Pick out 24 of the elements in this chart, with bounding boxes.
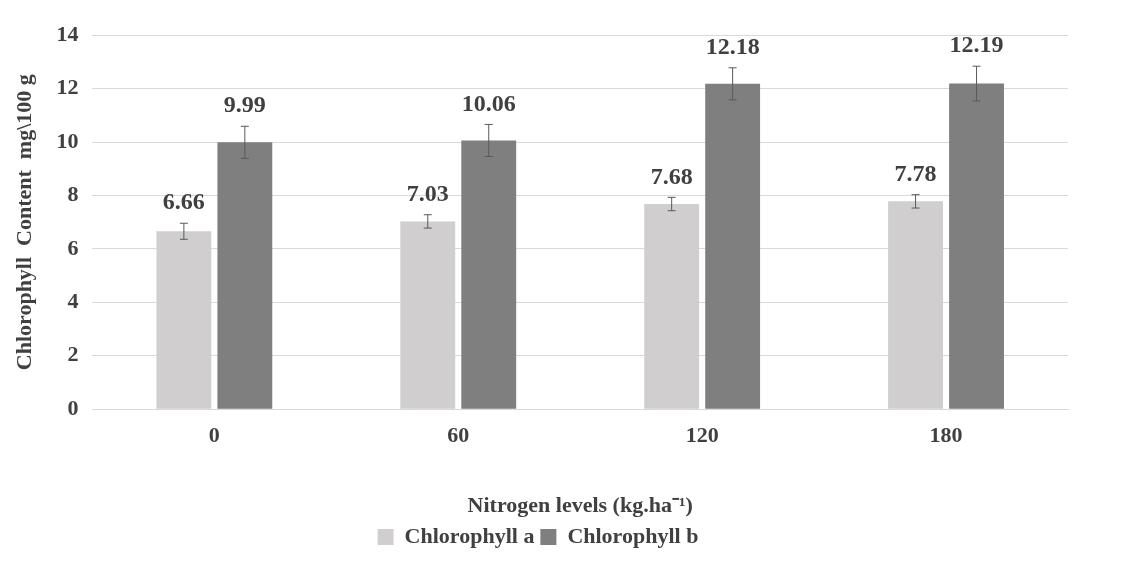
x-tick-label: 180 — [929, 422, 963, 448]
x-axis-title: Nitrogen levels (kg.ha⁻¹) — [467, 492, 693, 518]
data-label: 10.06 — [461, 89, 516, 116]
x-tick-label: 60 — [447, 422, 470, 448]
y-axis-title: Chlorophyll Content mg\100 g — [10, 74, 36, 371]
y-tick-label: 10 — [56, 127, 79, 153]
x-tick-label: 120 — [685, 422, 719, 448]
y-tick-label: 2 — [67, 341, 79, 367]
data-label: 7.78 — [894, 159, 937, 186]
data-label: 9.99 — [223, 91, 266, 118]
data-label: 6.66 — [162, 188, 205, 215]
x-tick-label: 0 — [208, 422, 220, 448]
y-tick-label: 14 — [56, 20, 79, 46]
data-label: 7.68 — [650, 162, 693, 189]
y-tick-label: 0 — [67, 394, 79, 420]
legend-label: Chlorophyll b — [567, 522, 699, 548]
y-tick-label: 8 — [67, 181, 79, 207]
data-label: 12.18 — [705, 32, 760, 59]
data-label: 12.19 — [949, 31, 1004, 58]
legend-label: Chlorophyll a — [404, 522, 535, 548]
data-label: 7.03 — [406, 179, 449, 206]
y-tick-label: 6 — [67, 234, 79, 260]
y-tick-label: 4 — [67, 288, 79, 314]
y-tick-label: 12 — [56, 74, 79, 100]
